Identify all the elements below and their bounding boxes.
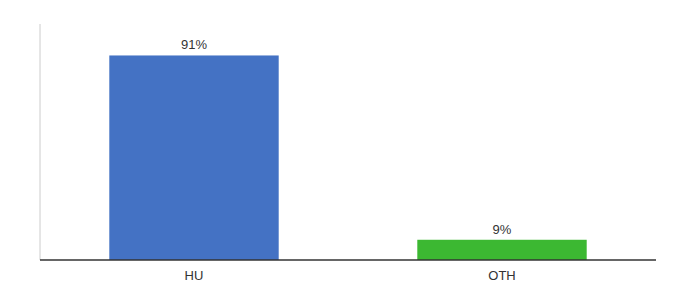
bar bbox=[417, 240, 586, 260]
x-tick-label: OTH bbox=[488, 268, 515, 283]
data-label: 9% bbox=[493, 222, 512, 237]
x-tick-label: HU bbox=[185, 268, 204, 283]
bars bbox=[109, 55, 586, 260]
bar bbox=[109, 55, 278, 260]
chart: HU OTH 91% 9% bbox=[0, 0, 680, 300]
x-axis-line bbox=[40, 259, 656, 261]
chart-container: HU OTH 91% 9% bbox=[0, 0, 680, 300]
y-axis-line bbox=[40, 24, 41, 260]
data-label: 91% bbox=[181, 37, 207, 52]
